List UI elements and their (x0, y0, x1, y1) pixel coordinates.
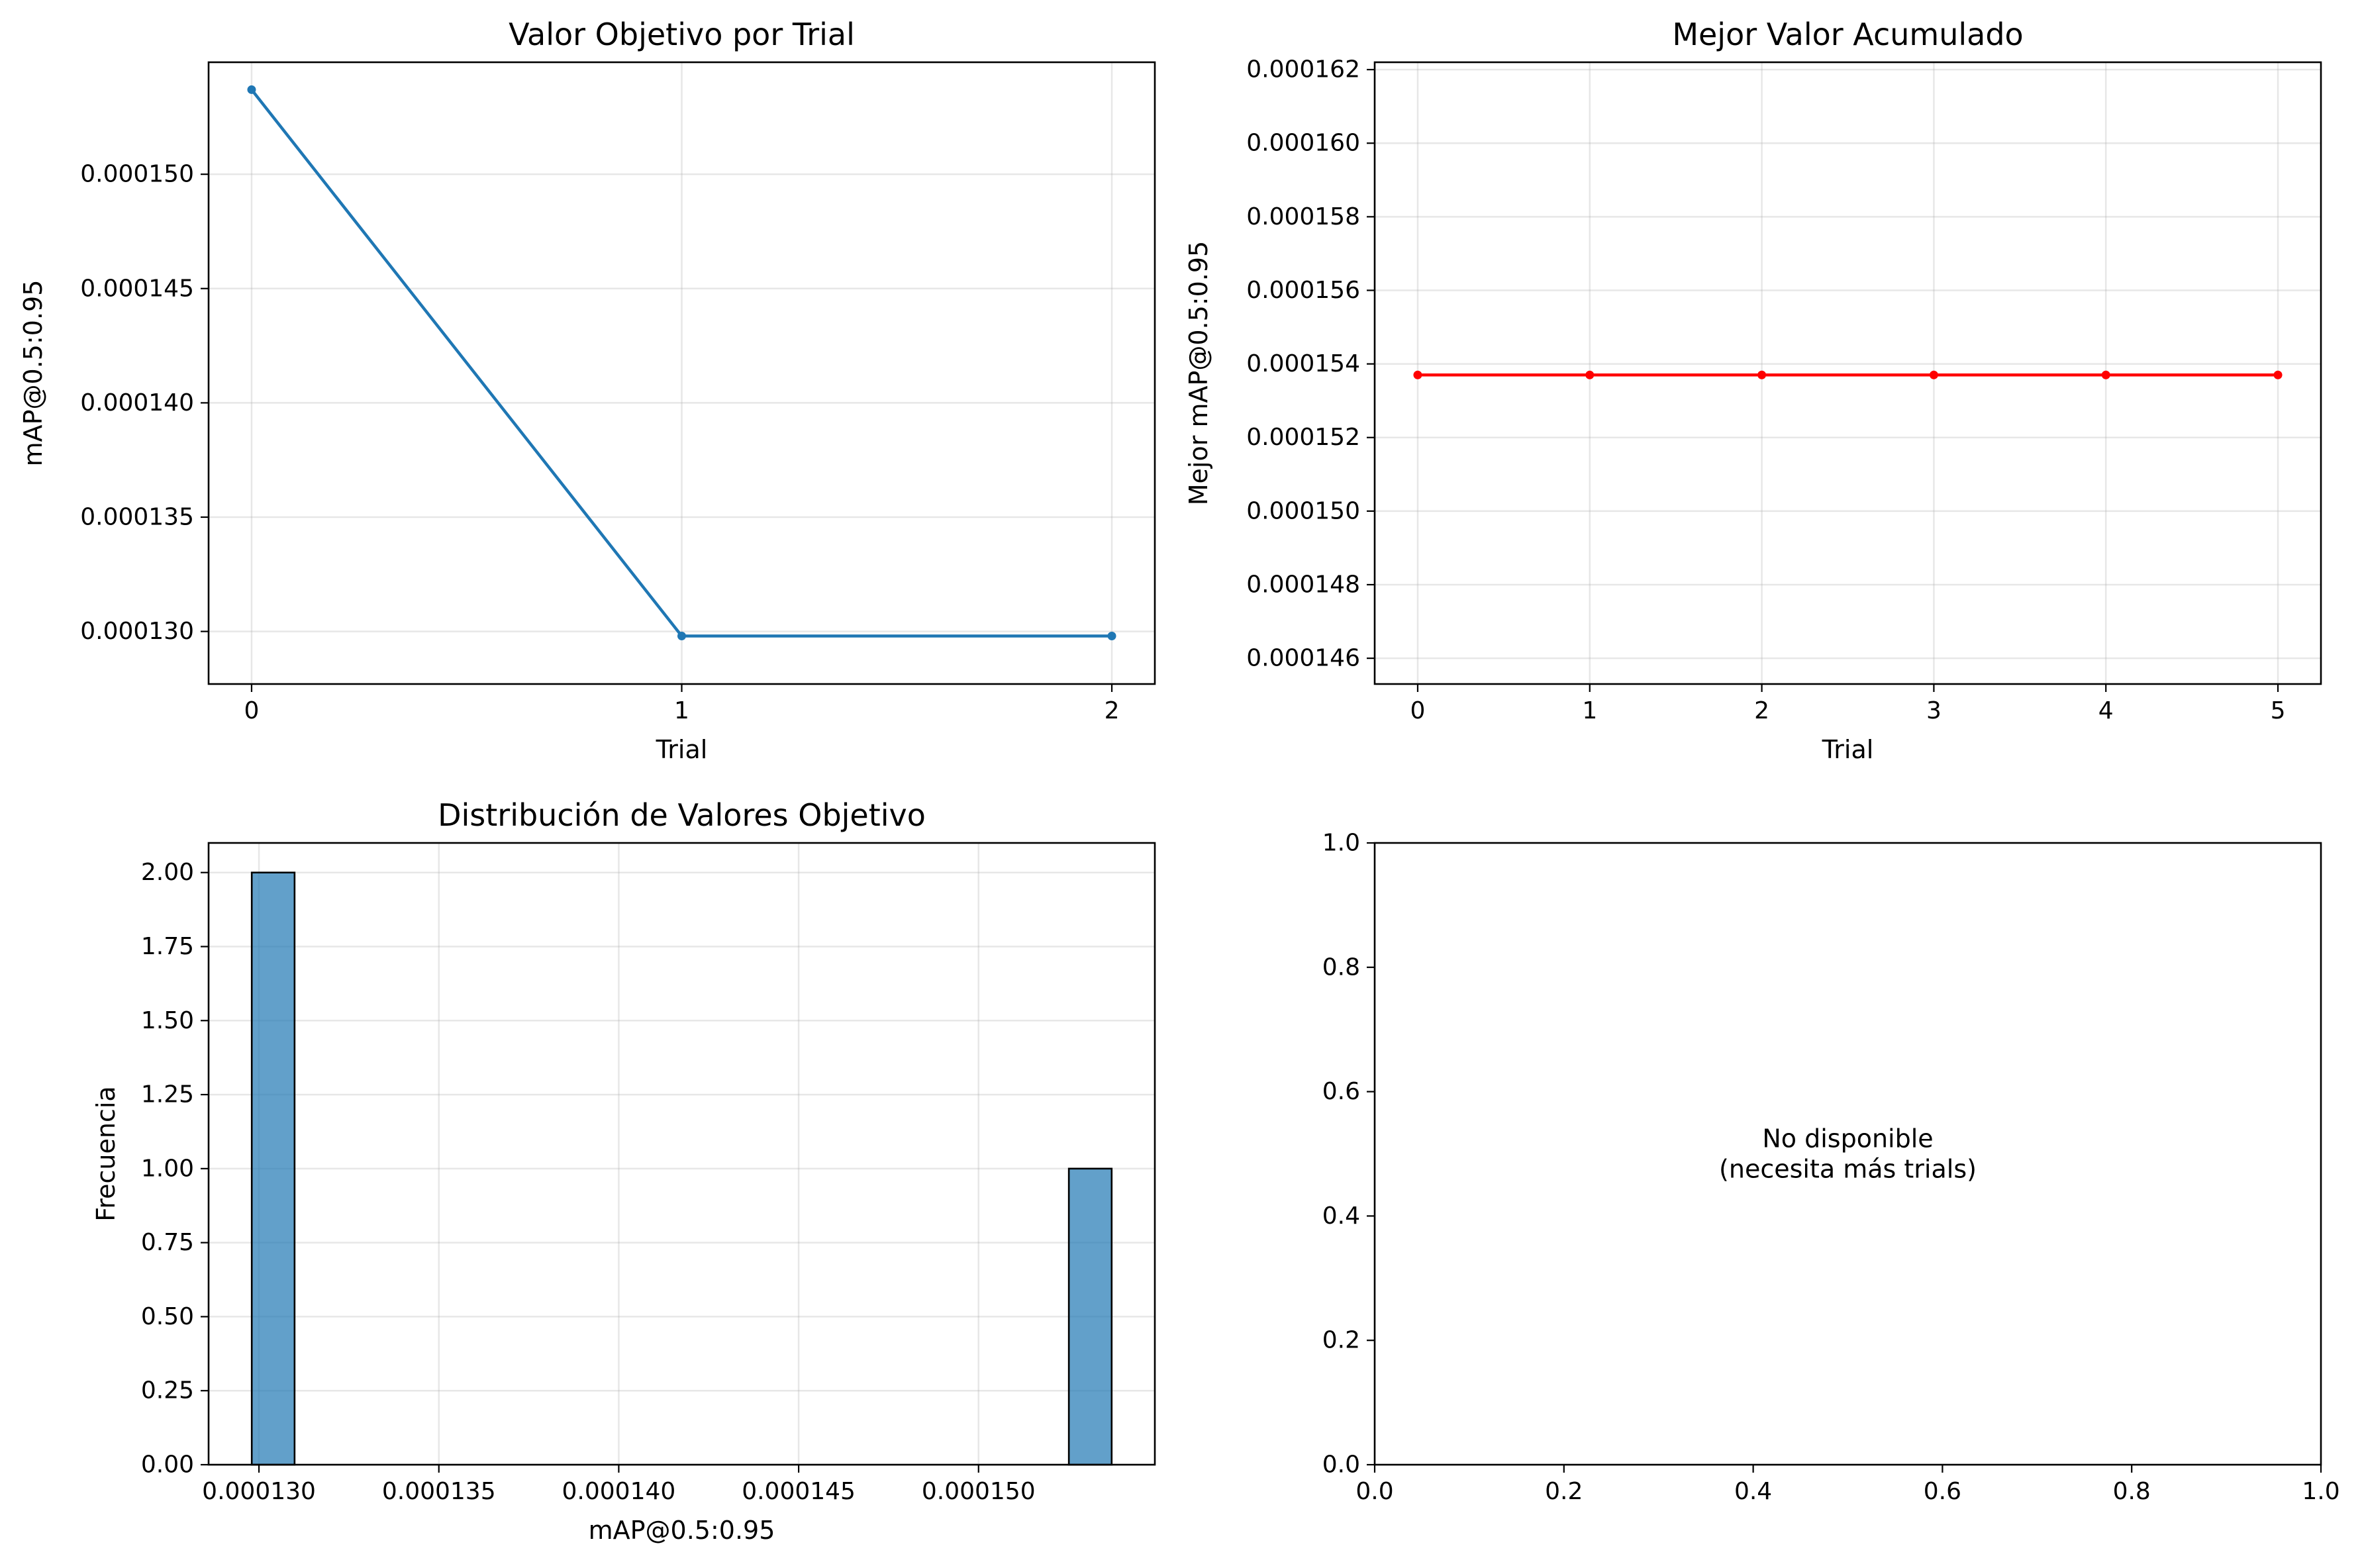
y-tick-label: 0.000158 (1246, 203, 1360, 230)
y-tick-label: 0.0 (1322, 1451, 1360, 1479)
data-point (2273, 370, 2283, 379)
x-tick-label: 0 (244, 697, 260, 724)
y-axis-label: Frecuencia (91, 1086, 121, 1221)
y-tick-label: 0.00 (141, 1451, 194, 1479)
x-axis-label: mAP@0.5:0.95 (589, 1516, 775, 1545)
x-axis-label: Trial (656, 735, 708, 764)
x-tick-label: 0.000145 (742, 1478, 856, 1505)
chart-title: Distribución de Valores Objetivo (438, 797, 926, 833)
data-point (1107, 632, 1116, 641)
y-tick-label: 0.000130 (80, 618, 194, 645)
y-tick-label: 0.000156 (1246, 277, 1360, 304)
data-point (2101, 370, 2110, 379)
x-tick-label: 2 (1105, 697, 1120, 724)
annotation-text: No disponible (1762, 1124, 1933, 1153)
x-tick-label: 5 (2271, 697, 2286, 724)
x-tick-label: 2 (1754, 697, 1769, 724)
data-point (677, 632, 686, 641)
y-axis-label: mAP@0.5:0.95 (19, 280, 48, 467)
y-tick-label: 0.000150 (1246, 497, 1360, 524)
axes-frame (1373, 61, 2322, 685)
y-tick-label: 0.000152 (1246, 424, 1360, 451)
x-tick-label: 0 (1410, 697, 1426, 724)
x-tick-label: 1 (1582, 697, 1597, 724)
chart-title: Mejor Valor Acumulado (1672, 17, 2023, 52)
chart-hist: 0.000130 0.000135 0.000140 0.000145 0.000150… (91, 797, 1156, 1545)
y-tick-label: 0.000145 (80, 275, 194, 302)
y-tick-label: 1.75 (141, 933, 194, 960)
axes-frame (1373, 842, 2322, 1466)
data-point (1929, 370, 1938, 379)
x-tick-label: 0.000150 (922, 1478, 1036, 1505)
y-tick-label: 0.000140 (80, 389, 194, 416)
y-tick-label: 0.000148 (1246, 571, 1360, 598)
y-tick-label: 1.50 (141, 1007, 194, 1034)
y-tick-label: 0.6 (1322, 1078, 1360, 1105)
x-axis-label: Trial (1822, 735, 1874, 764)
y-axis-label: Mejor mAP@0.5:0.95 (1184, 241, 1213, 505)
y-tick-label: 0.000135 (80, 503, 194, 530)
histogram-bar (1067, 1167, 1113, 1466)
y-tick-label: 1.0 (1322, 830, 1360, 857)
x-tick-label: 0.000130 (202, 1478, 316, 1505)
data-point (1585, 370, 1595, 379)
y-tick-label: 0.000146 (1246, 645, 1360, 672)
x-tick-label: 0.6 (1924, 1478, 1961, 1505)
y-tick-label: 0.25 (141, 1377, 194, 1404)
axes-frame (207, 842, 1156, 1466)
data-point (1757, 370, 1767, 379)
y-tick-label: 1.00 (141, 1155, 194, 1182)
histogram-bar (250, 871, 296, 1466)
chart-title: Valor Objetivo por Trial (509, 17, 855, 52)
annotation-text: (necesita más trials) (1719, 1155, 1977, 1184)
chart-empty: 0.0 0.2 0.4 0.6 0.8 1.0 0.0 0.2 0.4 0.6 0.8 1.0 No d… (1322, 830, 2340, 1506)
x-tick-label: 0.000140 (562, 1478, 676, 1505)
y-tick-label: 0.000154 (1246, 350, 1360, 377)
x-tick-label: 3 (1926, 697, 1942, 724)
y-tick-label: 0.50 (141, 1303, 194, 1330)
y-tick-label: 1.25 (141, 1081, 194, 1108)
y-tick-label: 0.000160 (1246, 130, 1360, 157)
y-tick-label: 0.000150 (80, 161, 194, 188)
x-tick-label: 1.0 (2302, 1478, 2339, 1505)
x-tick-label: 1 (674, 697, 689, 724)
x-tick-label: 0.4 (1734, 1478, 1772, 1505)
x-tick-label: 4 (2098, 697, 2114, 724)
data-point (1413, 370, 1422, 379)
y-tick-label: 0.2 (1322, 1327, 1360, 1354)
x-tick-label: 0.0 (1355, 1478, 1393, 1505)
x-tick-label: 0.000135 (382, 1478, 496, 1505)
x-tick-label: 0.8 (2113, 1478, 2151, 1505)
y-tick-label: 0.8 (1322, 954, 1360, 981)
y-tick-label: 0.000162 (1246, 56, 1360, 83)
chart-objective: 0 1 2 0.000130 0.000135 0.000140 0.000145 0.000… (19, 17, 1156, 764)
data-point (247, 85, 256, 94)
x-tick-label: 0.2 (1545, 1478, 1583, 1505)
y-tick-label: 0.4 (1322, 1202, 1360, 1230)
y-tick-label: 0.75 (141, 1229, 194, 1256)
y-tick-label: 2.00 (141, 859, 194, 886)
chart-best: 0 1 2 3 4 5 0.000146 0.000148 0.000150 0.000152 0.… (1184, 17, 2322, 764)
